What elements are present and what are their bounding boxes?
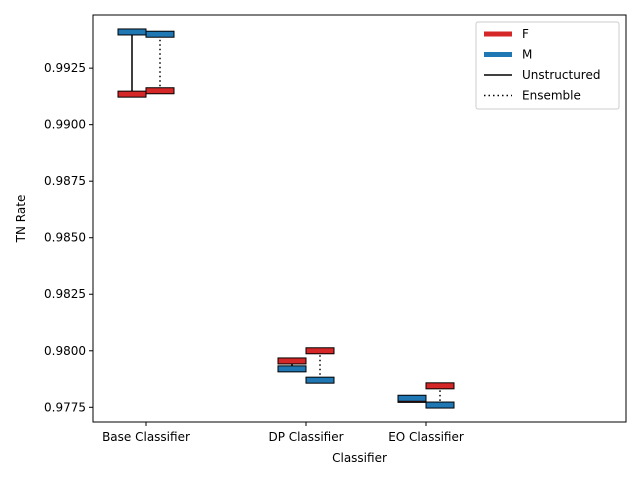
marker-f: [277, 357, 307, 365]
x-axis-label: Classifier: [332, 451, 387, 465]
marker-m: [305, 376, 335, 384]
marker-m: [425, 401, 455, 409]
x-tick-label: DP Classifier: [268, 430, 343, 444]
legend-label-f: F: [522, 27, 529, 41]
marker-f: [305, 347, 335, 355]
marker-m: [397, 394, 427, 402]
marker-m: [277, 365, 307, 373]
marker-m: [117, 28, 147, 36]
y-axis: 0.9775 0.9800 0.9825 0.9850 0.9875 0.9900 0.99…: [44, 61, 93, 414]
marker-m: [145, 30, 175, 38]
legend-label-m: M: [522, 48, 532, 62]
y-tick-label: 0.9875: [44, 174, 86, 188]
y-tick-label: 0.9850: [44, 231, 86, 245]
legend-label-unstructured: Unstructured: [522, 68, 600, 82]
y-tick-label: 0.9775: [44, 400, 86, 414]
marker-f: [425, 382, 455, 390]
y-axis-label: TN Rate: [14, 195, 28, 244]
x-tick-label: Base Classifier: [102, 430, 190, 444]
y-tick-label: 0.9900: [44, 118, 86, 132]
y-tick-label: 0.9825: [44, 287, 86, 301]
legend-label-ensemble: Ensemble: [522, 89, 581, 103]
marker-f: [117, 90, 147, 98]
y-tick-label: 0.9800: [44, 344, 86, 358]
marker-f: [145, 87, 175, 95]
y-tick-label: 0.9925: [44, 61, 86, 75]
plot-area: [117, 28, 455, 409]
legend: FM Unstructured Ensemble: [475, 21, 620, 110]
axes-frame: [92, 14, 627, 423]
legend-frame: [475, 21, 620, 110]
x-axis: Base Classifier DP Classifier EO Classifie…: [102, 422, 464, 444]
x-tick-label: EO Classifier: [388, 430, 464, 444]
